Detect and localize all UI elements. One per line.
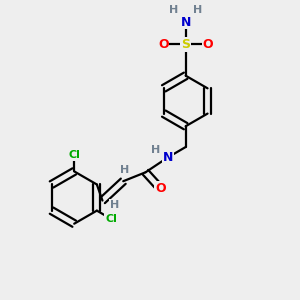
Text: O: O	[158, 38, 169, 51]
Text: H: H	[120, 165, 129, 175]
Text: O: O	[202, 38, 213, 51]
Text: H: H	[169, 5, 178, 15]
Text: S: S	[181, 38, 190, 51]
Text: Cl: Cl	[68, 150, 80, 160]
Text: H: H	[151, 145, 160, 155]
Text: N: N	[181, 16, 191, 29]
Text: N: N	[163, 151, 174, 164]
Text: H: H	[110, 200, 119, 210]
Text: H: H	[193, 5, 202, 15]
Text: Cl: Cl	[105, 214, 117, 224]
Text: O: O	[155, 182, 166, 195]
